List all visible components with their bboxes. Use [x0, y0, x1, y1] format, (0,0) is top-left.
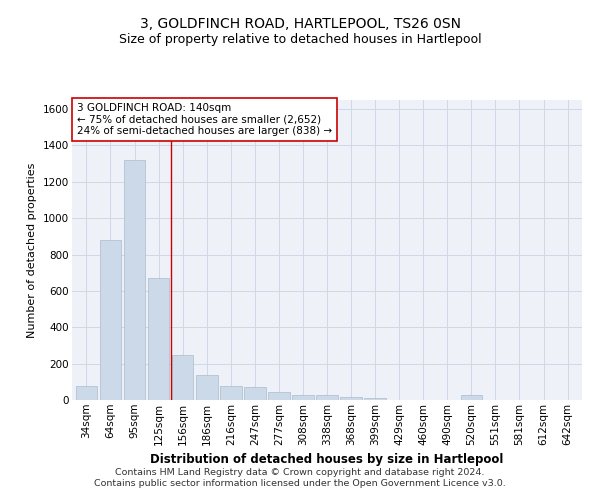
Bar: [124, 160, 145, 400]
X-axis label: Distribution of detached houses by size in Hartlepool: Distribution of detached houses by size …: [151, 453, 503, 466]
Bar: [364, 398, 386, 400]
Bar: [316, 396, 338, 400]
Bar: [268, 392, 290, 400]
Bar: [461, 396, 482, 400]
Text: Size of property relative to detached houses in Hartlepool: Size of property relative to detached ho…: [119, 32, 481, 46]
Bar: [220, 386, 242, 400]
Bar: [148, 278, 169, 400]
Y-axis label: Number of detached properties: Number of detached properties: [28, 162, 37, 338]
Bar: [292, 396, 314, 400]
Text: 3 GOLDFINCH ROAD: 140sqm
← 75% of detached houses are smaller (2,652)
24% of sem: 3 GOLDFINCH ROAD: 140sqm ← 75% of detach…: [77, 103, 332, 136]
Bar: [100, 240, 121, 400]
Bar: [76, 386, 97, 400]
Bar: [340, 398, 362, 400]
Bar: [172, 356, 193, 400]
Text: 3, GOLDFINCH ROAD, HARTLEPOOL, TS26 0SN: 3, GOLDFINCH ROAD, HARTLEPOOL, TS26 0SN: [139, 18, 461, 32]
Bar: [244, 388, 266, 400]
Bar: [196, 374, 218, 400]
Text: Contains HM Land Registry data © Crown copyright and database right 2024.
Contai: Contains HM Land Registry data © Crown c…: [94, 468, 506, 487]
